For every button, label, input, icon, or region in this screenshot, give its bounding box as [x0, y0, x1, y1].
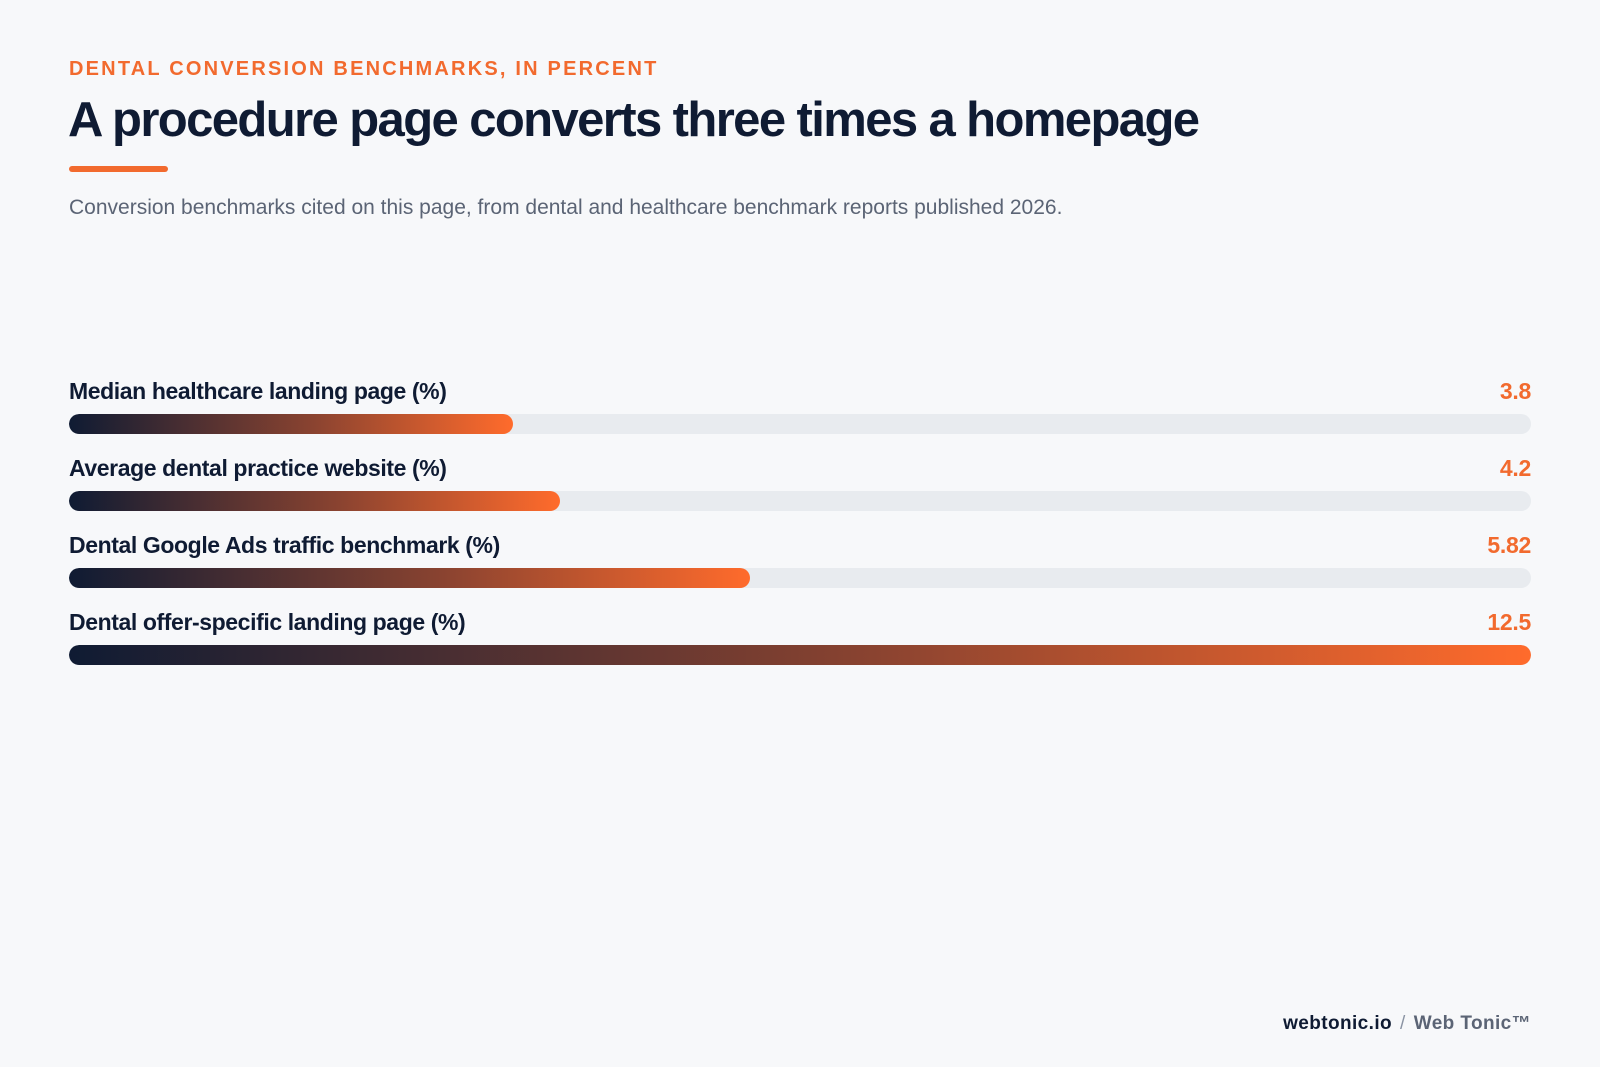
bar-value-label: 5.82	[1487, 532, 1531, 558]
bar	[69, 645, 1531, 665]
chart-subtitle: Conversion benchmarks cited on this page…	[69, 196, 1063, 219]
bar-value-label: 4.2	[1499, 455, 1531, 481]
bar-label: Dental offer-specific landing page (%)	[69, 609, 466, 635]
bar-row: Dental offer-specific landing page (%) 12…	[69, 603, 1531, 680]
bar	[69, 568, 750, 588]
bar-track	[69, 645, 1531, 665]
footer-domain: webtonic.io	[1283, 1013, 1393, 1034]
footer-brand: Web Tonic™	[1413, 1013, 1531, 1034]
bar-value-label: 3.8	[1499, 378, 1531, 404]
title-underline	[69, 166, 168, 172]
chart-eyebrow: DENTAL CONVERSION BENCHMARKS, IN PERCENT	[69, 58, 659, 80]
bar	[69, 414, 514, 434]
bar-value-label: 12.5	[1487, 609, 1531, 635]
bar-track	[69, 568, 1531, 588]
bar-row: Average dental practice website (%) 4.2	[69, 449, 1531, 526]
footer-credit: webtonic.io / Web Tonic™	[1283, 1013, 1531, 1035]
bar-label: Average dental practice website (%)	[69, 455, 447, 481]
bar	[69, 491, 561, 511]
footer-separator: /	[1400, 1013, 1406, 1034]
bar-chart: Median healthcare landing page (%) 3.8 Ave…	[69, 372, 1531, 680]
bar-label: Dental Google Ads traffic benchmark (%)	[69, 532, 500, 558]
bar-track	[69, 414, 1531, 434]
bar-row: Dental Google Ads traffic benchmark (%) 5…	[69, 526, 1531, 603]
bar-row: Median healthcare landing page (%) 3.8	[69, 372, 1531, 449]
chart-title: A procedure page converts three times a …	[68, 93, 1200, 147]
bar-track	[69, 491, 1531, 511]
bar-label: Median healthcare landing page (%)	[69, 378, 447, 404]
